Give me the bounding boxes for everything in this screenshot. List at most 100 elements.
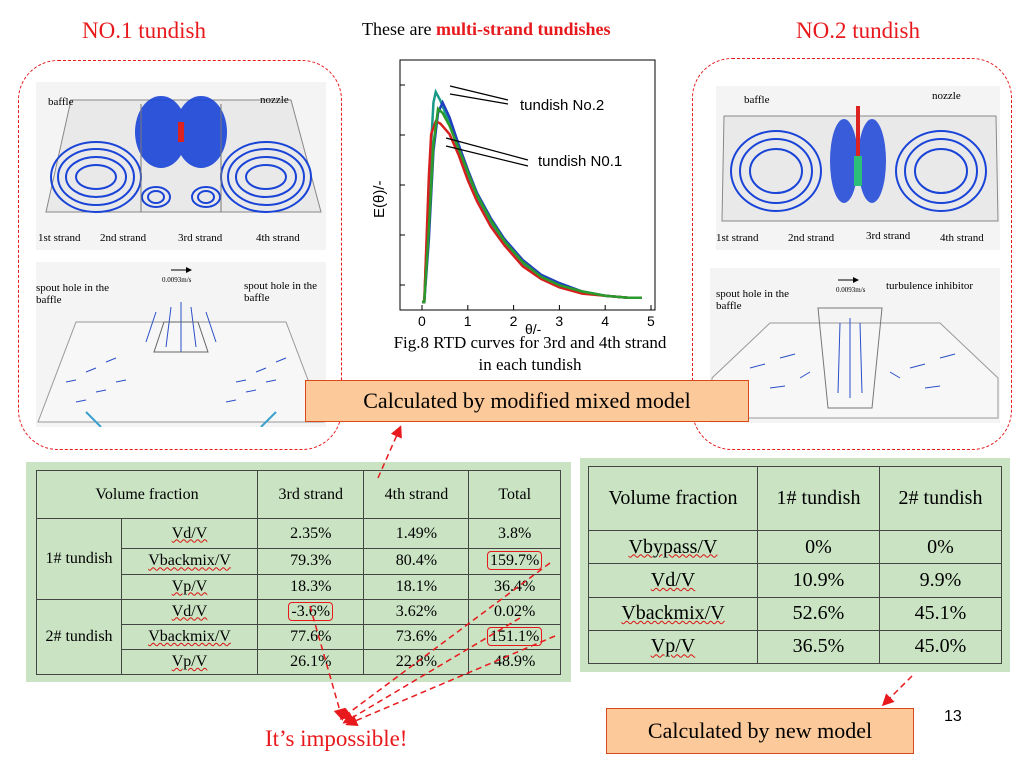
table2-panel: Volume fraction 1# tundish 2# tundish Vb… — [580, 458, 1010, 672]
center-title-prefix: These are — [362, 19, 436, 39]
no1-strand-2: 2nd strand — [100, 232, 147, 244]
t1-header-0: Volume fraction — [35, 470, 259, 519]
impossible-label: It’s impossible! — [265, 726, 408, 751]
no1-nozzle-label: nozzle — [260, 94, 289, 106]
t1-r0-c2: 1.49% — [363, 517, 470, 550]
chart-caption: Fig.8 RTD curves for 3rd and 4th strand … — [393, 333, 667, 374]
t1-header-2: 4th strand — [363, 470, 470, 519]
x-tick-label: 1 — [464, 313, 472, 329]
no2-flow-svg — [721, 106, 999, 222]
t1-r2-c3: 36.4% — [468, 573, 561, 600]
table-row: 1# tundish Vd/V 2.35% 1.49% 3.8% — [36, 517, 561, 600]
no2-tundish-title: NO.2 tundish — [796, 18, 920, 43]
arrow-impossible-1 — [339, 562, 551, 720]
no1-strand-1: 1st strand — [38, 232, 81, 244]
t2-r1-c1: 10.9% — [757, 563, 880, 598]
no1-tundish-frame — [18, 60, 342, 450]
no1-vector-svg — [37, 267, 325, 428]
arrow-to-new-callout — [881, 675, 913, 707]
table-row: Vbackmix/V 52.6% 45.1% — [588, 596, 1002, 631]
annotation-arrow — [445, 137, 529, 161]
t1-r3-label: Vd/V — [171, 602, 208, 620]
arrow-impossible-4 — [345, 635, 556, 727]
arrow-impossible-3 — [342, 617, 521, 724]
no2-vector-diagram: spout hole in the baffle turbulence inhi… — [710, 268, 1000, 423]
t2-r3-c2: 45.0% — [879, 629, 1002, 665]
t1-header-1: 3rd strand — [257, 470, 365, 519]
t1-group-2: 2# tundish — [36, 598, 122, 676]
table-row: Vbackmix/V 79.3% 80.4% 159.7% — [37, 548, 561, 575]
page-number: 13 — [944, 708, 962, 725]
t2-r1-c2: 9.9% — [879, 563, 1002, 598]
series-line-3 — [422, 106, 642, 304]
arrow-to-mixed-callout — [377, 425, 402, 479]
t1-r0-label: Vd/V — [171, 524, 208, 542]
no1-strand-4: 4th strand — [256, 232, 300, 244]
t1-r0-c3: 3.8% — [468, 517, 561, 550]
t1-r5-c1: 26.1% — [257, 648, 365, 676]
no2-strand-2: 2nd strand — [788, 232, 835, 244]
t2-r0-label: Vbypass/V — [628, 535, 718, 558]
t1-r5-label: Vp/V — [171, 652, 208, 670]
table-row: Vp/V 18.3% 18.1% 36.4% — [37, 573, 561, 600]
x-tick-label: 4 — [601, 313, 609, 329]
t2-r2-c1: 52.6% — [757, 596, 880, 631]
no1-vector-diagram: spout hole in the baffle spout hole in t… — [36, 262, 326, 428]
table-row: Vbackmix/V 77.6% 73.6% 151.1% — [37, 623, 561, 650]
table2: Volume fraction 1# tundish 2# tundish Vb… — [588, 466, 1002, 665]
t1-group-1: 1# tundish — [36, 518, 122, 600]
center-title: These are multi-strand tundishes — [362, 19, 611, 40]
no1-strand-3: 3rd strand — [178, 232, 223, 244]
table-row: Vd/V 10.9% 9.9% — [588, 563, 1002, 598]
annotation-arrow — [449, 85, 509, 101]
x-tick-label: 2 — [510, 313, 518, 329]
t2-r3-label: Vp/V — [650, 635, 696, 658]
rtd-chart-svg: 0 1 2 3 4 5 tundish No.2 tundish N0.1 E(θ)/- θ… — [371, 59, 656, 337]
no2-scale-label: 0.0093m/s — [836, 286, 866, 294]
t1-r4-c3: 151.1% — [487, 626, 543, 646]
no2-strand-1: 1st strand — [716, 232, 759, 244]
annotation-arrow — [449, 93, 509, 105]
no1-baffle-label: baffle — [48, 96, 74, 108]
no2-strand-4: 4th strand — [940, 232, 984, 244]
series-line-2 — [422, 119, 642, 304]
t2-header-2: 2# tundish — [879, 466, 1002, 531]
t1-r1-c2: 80.4% — [363, 548, 470, 575]
t2-header-0: Volume fraction — [588, 466, 758, 531]
x-tick-label: 3 — [555, 313, 563, 329]
no1-tundish-title: NO.1 tundish — [82, 18, 206, 43]
table1: Volume fraction 3rd strand 4th strand To… — [35, 470, 561, 676]
y-axis-label: E(θ)/- — [371, 180, 388, 218]
no1-spout-right-label: spout hole in the baffle — [244, 280, 318, 304]
no1-scale-label: 0.0093m/s — [162, 276, 192, 284]
t2-r2-label: Vbackmix/V — [621, 602, 725, 625]
t1-r2-label: Vp/V — [171, 577, 208, 595]
t2-header-1: 1# tundish — [757, 466, 880, 531]
t1-r2-c2: 18.1% — [363, 573, 470, 600]
t2-r0-c1: 0% — [757, 529, 880, 565]
t1-r4-label: Vbackmix/V — [148, 627, 231, 645]
no2-flow-diagram: baffle nozzle 1st strand 2nd strand 3rd … — [716, 86, 1000, 250]
table-row: Vbypass/V 0% 0% — [588, 529, 1002, 565]
t1-r4-c1: 77.6% — [257, 623, 365, 650]
t1-r3-c2: 3.62% — [363, 598, 470, 625]
series-annotation-1: tundish N0.1 — [538, 153, 622, 170]
no1-flow-diagram: baffle nozzle 1st strand 2nd strand 3rd … — [36, 82, 326, 250]
t2-r1-label: Vd/V — [650, 568, 696, 591]
no1-spout-left-label: spout hole in the baffle — [36, 282, 110, 306]
t2-r3-c1: 36.5% — [757, 629, 880, 665]
t1-r1-label: Vbackmix/V — [148, 552, 231, 570]
series-annotation-0: tundish No.2 — [520, 97, 604, 114]
t1-header-3: Total — [468, 470, 561, 519]
t1-r5-c2: 22.8% — [363, 648, 470, 676]
new-model-callout: Calculated by new model — [606, 708, 914, 754]
arrow-impossible-2 — [309, 605, 346, 721]
no2-tundish-frame — [692, 58, 1012, 450]
center-title-emphasis: multi-strand tundishes — [435, 19, 611, 39]
mixed-model-callout: Calculated by modified mixed model — [305, 380, 749, 422]
no1-flow-svg — [45, 96, 322, 213]
no2-nozzle-label: nozzle — [932, 90, 961, 102]
no2-spout-label: spout hole in the baffle — [716, 288, 790, 312]
no2-strand-3: 3rd strand — [866, 230, 911, 242]
